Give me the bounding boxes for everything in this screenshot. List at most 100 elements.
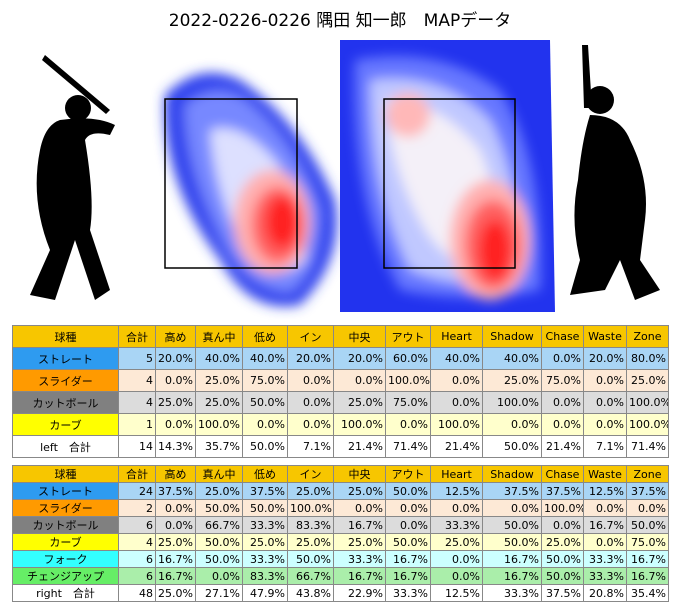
cell: 50.0% xyxy=(242,435,288,458)
cell: 0.0% xyxy=(626,499,669,517)
cell: 0.0% xyxy=(430,567,483,585)
cell: 100.0% xyxy=(626,391,669,414)
cell: Zone xyxy=(626,465,669,483)
cell: Shadow xyxy=(482,465,542,483)
cell: 21.4% xyxy=(333,435,386,458)
table-left: 球種 合計 高め 真ん中 低め イン 中央 アウト Heart Shadow Chase Waste Z… xyxy=(12,325,669,458)
right-batter xyxy=(570,45,660,300)
cell: 33.3% xyxy=(242,516,288,534)
cell: 6 xyxy=(118,567,156,585)
cell: Zone xyxy=(626,325,669,348)
cell: 14 xyxy=(118,435,156,458)
cell: 25.0% xyxy=(242,533,288,551)
cell: 100.0% xyxy=(482,391,542,414)
cell: 50.0% xyxy=(195,499,243,517)
cell: 0.0% xyxy=(541,413,584,436)
cell: 83.3% xyxy=(287,516,334,534)
cell: Shadow xyxy=(482,325,542,348)
cell: 7.1% xyxy=(583,435,627,458)
cell: 12.5% xyxy=(430,584,483,602)
cell: 12.5% xyxy=(430,482,483,500)
cell: 80.0% xyxy=(626,347,669,370)
cell: アウト xyxy=(385,465,431,483)
cell: 0.0% xyxy=(385,516,431,534)
cell: 25.0% xyxy=(195,391,243,414)
cell: Waste xyxy=(583,465,627,483)
cell: 20.0% xyxy=(583,347,627,370)
cell: 合計 xyxy=(118,465,156,483)
cell: 0.0% xyxy=(430,550,483,568)
cell: 0.0% xyxy=(583,413,627,436)
cell: 50.0% xyxy=(385,533,431,551)
cell: 0.0% xyxy=(333,369,386,392)
cell: Chase xyxy=(541,325,584,348)
strike-zone xyxy=(164,98,298,269)
cell: 25.0% xyxy=(287,533,334,551)
cell: 4 xyxy=(118,391,156,414)
cell: アウト xyxy=(385,325,431,348)
cell: 71.4% xyxy=(626,435,669,458)
cell: 66.7% xyxy=(287,567,334,585)
cell: 低め xyxy=(242,465,288,483)
cell: 合計 xyxy=(118,325,156,348)
cell: 50.0% xyxy=(242,391,288,414)
header-row: 球種 合計 高め 真ん中 低め イン 中央 アウト Heart Shadow Chase Waste Z… xyxy=(12,325,669,348)
cell: 6 xyxy=(118,550,156,568)
cell: 83.3% xyxy=(242,567,288,585)
cell: 0.0% xyxy=(333,499,386,517)
cell: 0.0% xyxy=(155,516,196,534)
cell: 0.0% xyxy=(287,413,334,436)
cell: 60.0% xyxy=(385,347,431,370)
cell: イン xyxy=(287,465,334,483)
header-row: 球種 合計 高め 真ん中 低め イン 中央 アウト Heart Shadow Chase Waste Z… xyxy=(12,465,669,483)
row: フォーク 6 16.7% 50.0% 33.3% 50.0% 33.3% 16.7% 0.0% 1… xyxy=(12,550,669,568)
cell: 25.0% xyxy=(195,482,243,500)
cell: 高め xyxy=(155,465,196,483)
right-heatmap xyxy=(340,40,555,312)
cell: 4 xyxy=(118,369,156,392)
cell: 100.0% xyxy=(541,499,584,517)
cell: 低め xyxy=(242,325,288,348)
cell: 50.0% xyxy=(242,499,288,517)
cell: 35.4% xyxy=(626,584,669,602)
cell: 37.5% xyxy=(541,482,584,500)
cell: 33.3% xyxy=(482,584,542,602)
cell: 0.0% xyxy=(482,499,542,517)
cell: 6 xyxy=(118,516,156,534)
cell: Chase xyxy=(541,465,584,483)
cell: 0.0% xyxy=(430,369,483,392)
cell: 25.0% xyxy=(333,391,386,414)
cell: Waste xyxy=(583,325,627,348)
cell: 25.0% xyxy=(482,369,542,392)
cell: 16.7% xyxy=(155,550,196,568)
row: ストレート 24 37.5% 25.0% 37.5% 25.0% 25.0% 50.0% 12.… xyxy=(12,482,669,500)
cell: 25.0% xyxy=(155,584,196,602)
cell: 33.3% xyxy=(333,550,386,568)
cell: ストレート xyxy=(12,347,119,370)
cell: 16.7% xyxy=(583,516,627,534)
cell: 16.7% xyxy=(155,567,196,585)
cell: 33.3% xyxy=(583,567,627,585)
cell: 25.0% xyxy=(430,533,483,551)
row: カーブ 4 25.0% 50.0% 25.0% 25.0% 25.0% 50.0% 25.0% 5… xyxy=(12,533,669,551)
cell: 16.7% xyxy=(482,567,542,585)
cell: 33.3% xyxy=(430,516,483,534)
cell: 20.0% xyxy=(287,347,334,370)
cell: 16.7% xyxy=(385,567,431,585)
cell: 50.0% xyxy=(195,533,243,551)
row: カットボール 6 0.0% 66.7% 33.3% 83.3% 16.7% 0.0% 33.3%… xyxy=(12,516,669,534)
cell: 50.0% xyxy=(482,516,542,534)
cell: 0.0% xyxy=(583,533,627,551)
cell: 25.0% xyxy=(541,533,584,551)
row: スライダー 2 0.0% 50.0% 50.0% 100.0% 0.0% 0.0% 0.0% 0.… xyxy=(12,499,669,517)
cell: 25.0% xyxy=(287,482,334,500)
cell: 100.0% xyxy=(333,413,386,436)
cell: 12.5% xyxy=(583,482,627,500)
cell: 33.3% xyxy=(385,584,431,602)
cell: 37.5% xyxy=(155,482,196,500)
cell: 0.0% xyxy=(195,567,243,585)
cell: 0.0% xyxy=(430,391,483,414)
table-right: 球種 合計 高め 真ん中 低め イン 中央 アウト Heart Shadow Chase Waste Z… xyxy=(12,465,669,602)
cell: 37.5% xyxy=(242,482,288,500)
cell: 1 xyxy=(118,413,156,436)
